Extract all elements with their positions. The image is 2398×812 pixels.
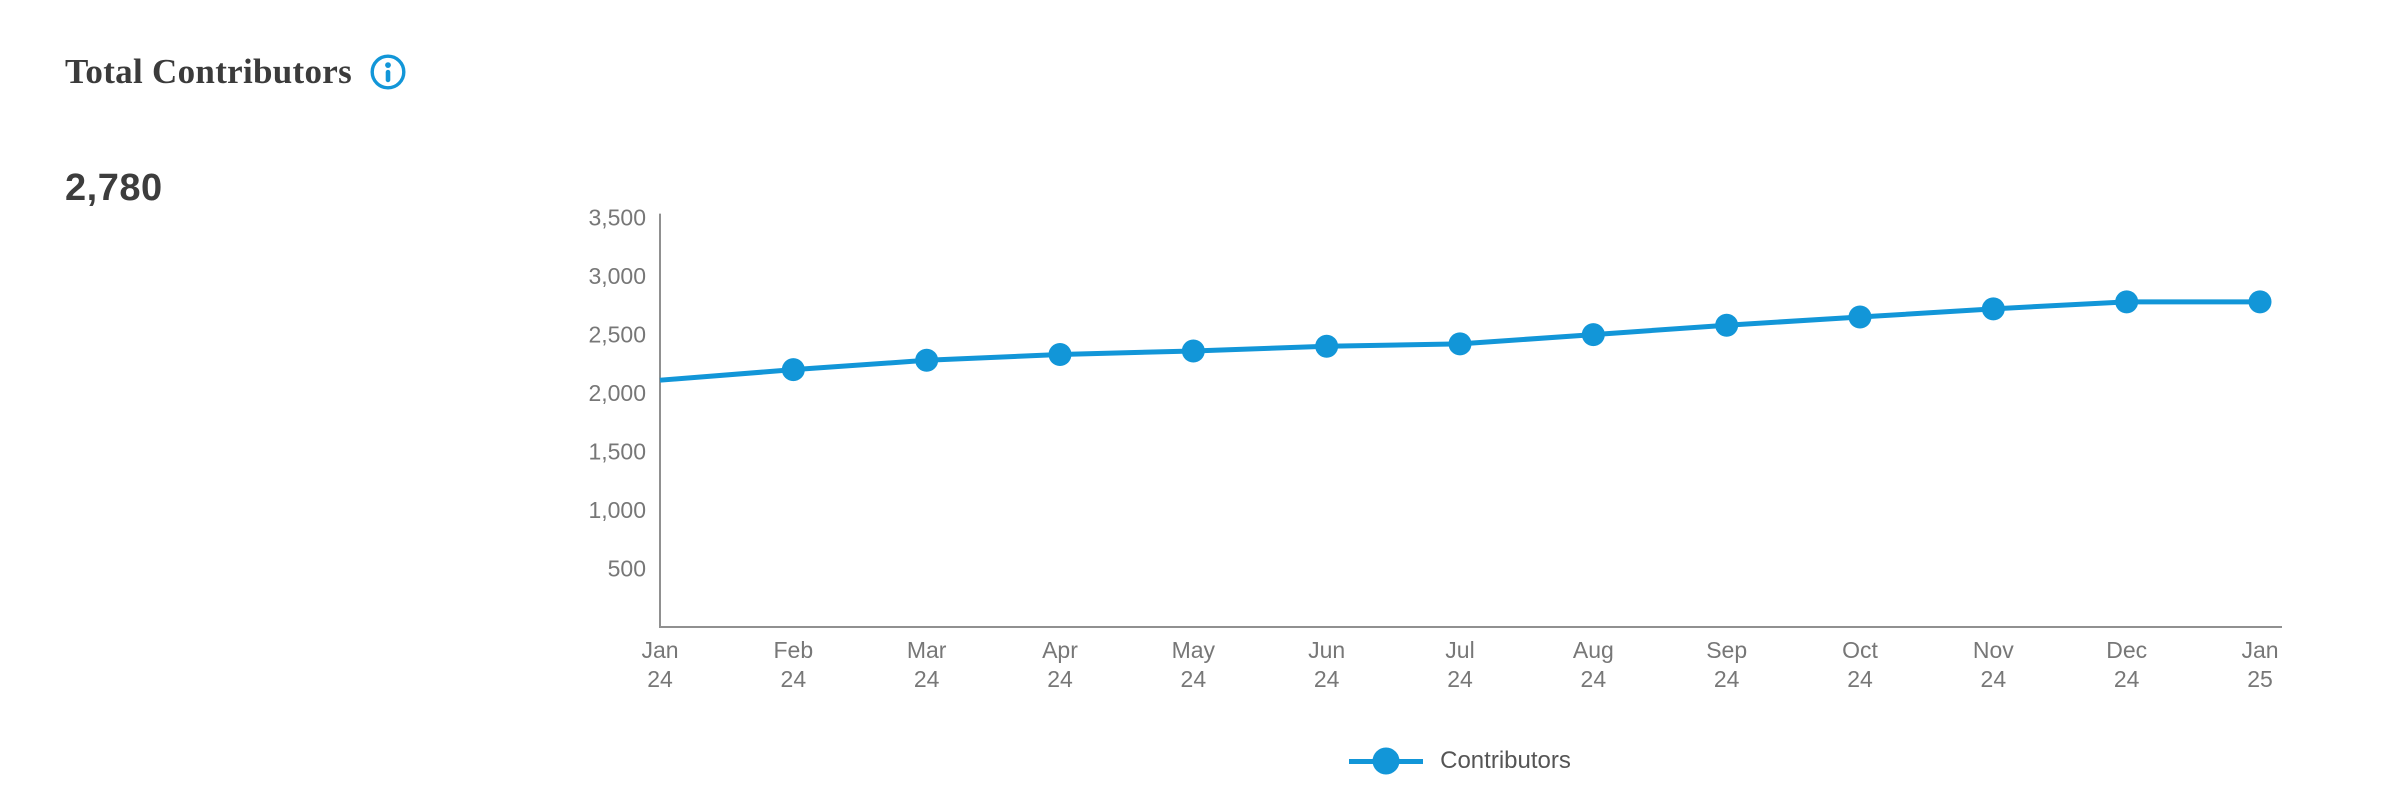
panel-header: Total Contributors <box>65 48 408 96</box>
legend-item-contributors[interactable]: Contributors <box>1349 747 1571 775</box>
svg-text:3,000: 3,000 <box>588 263 646 289</box>
chart-legend: Contributors <box>560 736 2360 786</box>
svg-text:2,500: 2,500 <box>588 322 646 348</box>
svg-text:3,500: 3,500 <box>588 205 646 231</box>
svg-text:2,000: 2,000 <box>588 380 646 406</box>
page-title: Total Contributors <box>65 52 353 91</box>
legend-label: Contributors <box>1440 747 1571 774</box>
info-circle-glyph <box>370 54 406 90</box>
kpi-value: 2,780 <box>65 167 163 209</box>
svg-text:1,000: 1,000 <box>588 497 646 523</box>
legend-line-dot-icon <box>1349 747 1424 775</box>
svg-text:500: 500 <box>608 556 646 582</box>
info-icon[interactable] <box>368 52 408 92</box>
svg-text:1,500: 1,500 <box>588 439 646 465</box>
